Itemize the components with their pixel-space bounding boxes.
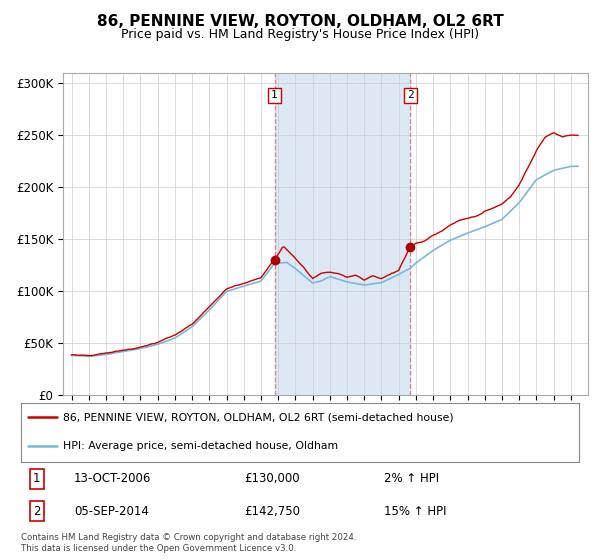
Text: 05-SEP-2014: 05-SEP-2014 <box>74 505 149 517</box>
Text: 86, PENNINE VIEW, ROYTON, OLDHAM, OL2 6RT: 86, PENNINE VIEW, ROYTON, OLDHAM, OL2 6R… <box>97 14 503 29</box>
Text: Contains HM Land Registry data © Crown copyright and database right 2024.
This d: Contains HM Land Registry data © Crown c… <box>21 533 356 553</box>
Text: 86, PENNINE VIEW, ROYTON, OLDHAM, OL2 6RT (semi-detached house): 86, PENNINE VIEW, ROYTON, OLDHAM, OL2 6R… <box>63 412 454 422</box>
Text: £130,000: £130,000 <box>244 473 300 486</box>
Text: 15% ↑ HPI: 15% ↑ HPI <box>384 505 446 517</box>
Text: 1: 1 <box>33 473 40 486</box>
Text: 2: 2 <box>407 90 414 100</box>
Text: HPI: Average price, semi-detached house, Oldham: HPI: Average price, semi-detached house,… <box>63 441 338 451</box>
Text: Price paid vs. HM Land Registry's House Price Index (HPI): Price paid vs. HM Land Registry's House … <box>121 28 479 41</box>
Text: £142,750: £142,750 <box>244 505 300 517</box>
Text: 2% ↑ HPI: 2% ↑ HPI <box>384 473 439 486</box>
Text: 13-OCT-2006: 13-OCT-2006 <box>74 473 151 486</box>
Text: 2: 2 <box>33 505 40 517</box>
Bar <box>275 73 410 395</box>
Text: 1: 1 <box>271 90 278 100</box>
